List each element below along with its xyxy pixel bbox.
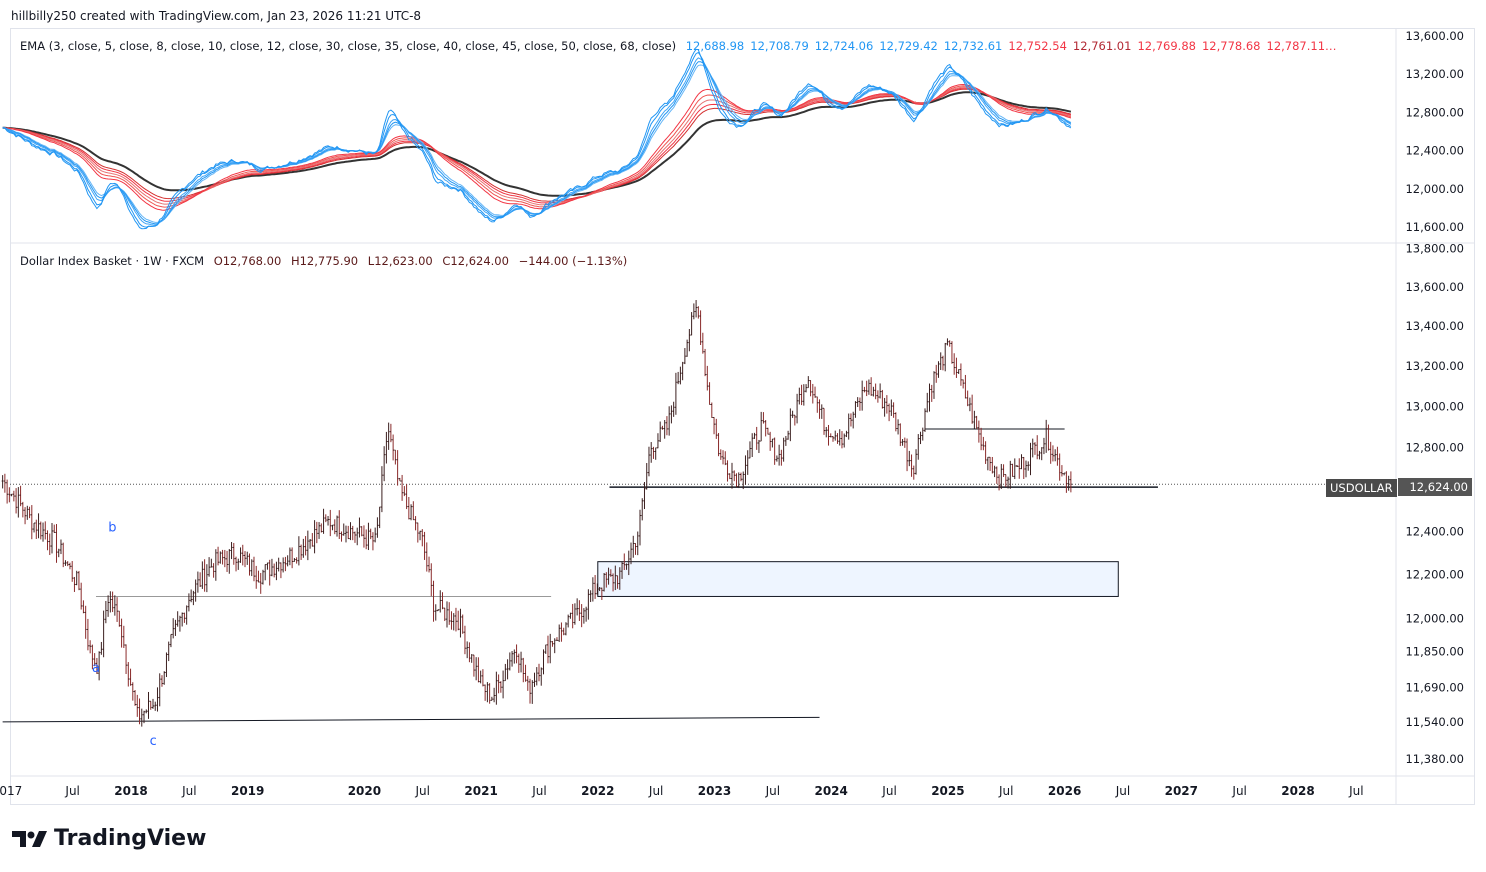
wave-label: c	[150, 734, 157, 749]
price-tick: 13,600.00	[1405, 280, 1464, 294]
high-value: H12,775.90	[290, 254, 359, 268]
trend-line	[2, 716, 820, 723]
price-tick: 11,690.00	[1405, 681, 1464, 695]
time-tick: Jul	[1115, 784, 1130, 798]
symbol-label: Dollar Index Basket · 1W · FXCM	[20, 254, 205, 268]
wave-label: a	[92, 661, 100, 676]
ema-50-line	[2, 88, 1072, 202]
ema-price-tick: 11,600.00	[1405, 220, 1464, 234]
ema-price-tick: 13,200.00	[1405, 67, 1464, 81]
price-tick: 12,200.00	[1405, 568, 1464, 582]
price-tick: 12,000.00	[1405, 611, 1464, 625]
time-tick: Jul	[648, 784, 663, 798]
time-tick: 2021	[464, 784, 497, 798]
time-tick: 2024	[814, 784, 847, 798]
price-tick: 11,850.00	[1405, 645, 1464, 659]
time-tick: Jul	[998, 784, 1013, 798]
time-tick: 2019	[231, 784, 264, 798]
time-tick: 2028	[1281, 784, 1314, 798]
ema-30-line	[2, 83, 1072, 211]
time-tick: 2027	[1165, 784, 1198, 798]
price-tick: 13,200.00	[1405, 359, 1464, 373]
ema-legend-title: EMA (3, close, 5, close, 8, close, 10, c…	[20, 39, 677, 53]
main-legend[interactable]: Dollar Index Basket · 1W · FXCM O12,768.…	[20, 254, 633, 268]
ema-price-tick: 12,800.00	[1405, 105, 1464, 119]
price-tick: 13,400.00	[1405, 319, 1464, 333]
ema-68-line	[2, 91, 1072, 197]
demand-zone	[597, 561, 1119, 597]
ema-value: 12,778.68	[1201, 39, 1261, 53]
time-tick: 2025	[931, 784, 964, 798]
time-tick: 2022	[581, 784, 614, 798]
chart-frame	[10, 28, 1475, 805]
ema-value: 12,708.79	[750, 39, 809, 53]
ema-3-line	[2, 48, 1072, 230]
ema-price-tick: 12,400.00	[1405, 144, 1464, 158]
time-tick: Jul	[64, 784, 79, 798]
ema-40-line	[2, 86, 1072, 206]
price-tag: 12,624.00	[1398, 478, 1472, 496]
time-tick: Jul	[1231, 784, 1246, 798]
ema-price-tick: 13,600.00	[1405, 29, 1464, 43]
ema-value: 12,752.54	[1008, 39, 1067, 53]
tradingview-logo-icon	[12, 830, 47, 847]
change-value: −144.00 (−1.13%)	[518, 254, 628, 268]
logo-text: TradingView	[54, 826, 207, 851]
ema-value: 12,769.88	[1137, 39, 1196, 53]
wave-label: b	[108, 521, 116, 536]
time-tick: 2020	[348, 784, 381, 798]
chart-header: hillbilly250 created with TradingView.co…	[11, 9, 422, 23]
time-tick: 2026	[1048, 784, 1081, 798]
symbol-tag: USDOLLAR	[1326, 479, 1397, 497]
candles	[1, 300, 1072, 727]
price-tick: 12,400.00	[1405, 525, 1464, 539]
ema-value: 12,761.01	[1072, 39, 1132, 53]
tradingview-logo[interactable]: TradingView	[12, 826, 206, 851]
ema-value: 12,688.98	[685, 39, 745, 53]
time-tick: Jul	[181, 784, 196, 798]
time-tick: 017	[0, 784, 22, 798]
price-tick: 11,540.00	[1405, 715, 1464, 729]
time-tick: 2018	[114, 784, 147, 798]
ema-45-line	[2, 87, 1072, 204]
ema-value: 12,724.06	[814, 39, 874, 53]
time-tick: Jul	[531, 784, 546, 798]
ema-price-tick: 12,000.00	[1405, 182, 1464, 196]
ema-12-line	[2, 64, 1072, 223]
open-value: O12,768.00	[213, 254, 282, 268]
price-tick: 12,800.00	[1405, 441, 1464, 455]
ema-legend[interactable]: EMA (3, close, 5, close, 8, close, 10, c…	[20, 39, 1349, 53]
time-tick: Jul	[765, 784, 780, 798]
ema-value: 12,787.11…	[1266, 39, 1337, 53]
ema-value: 12,729.42	[879, 39, 938, 53]
time-tick: Jul	[881, 784, 896, 798]
close-value: C12,624.00	[442, 254, 509, 268]
ema-value: 12,732.61	[943, 39, 1003, 53]
time-tick: Jul	[415, 784, 430, 798]
time-tick: Jul	[1348, 784, 1363, 798]
price-tick: 13,000.00	[1405, 399, 1464, 413]
time-tick: 2023	[698, 784, 731, 798]
price-tick: 11,380.00	[1405, 752, 1464, 766]
price-tick: 13,800.00	[1405, 241, 1464, 255]
low-value: L12,623.00	[367, 254, 433, 268]
